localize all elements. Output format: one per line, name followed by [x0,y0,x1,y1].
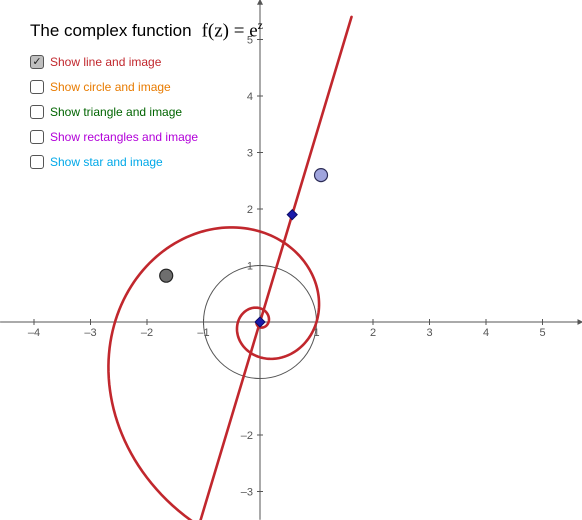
draggable-point[interactable] [160,269,173,282]
y-tick-label: 2 [247,204,253,216]
toggle-label: Show star and image [50,156,163,168]
x-tick-label: 3 [426,327,432,339]
toggle-label: Show rectangles and image [50,131,198,143]
x-tick-label: –3 [84,327,96,339]
toggle-label: Show circle and image [50,81,171,93]
checkbox[interactable] [30,130,44,144]
toggle-row[interactable]: Show line and image [30,55,198,69]
x-tick-label: –4 [28,327,40,339]
layer-toggles: Show line and image Show circle and image… [30,55,198,180]
checkbox[interactable] [30,105,44,119]
x-tick-label: 4 [483,327,489,339]
title-prefix: The complex function [30,21,192,41]
marker-point [287,210,297,220]
checkbox[interactable] [30,80,44,94]
y-tick-label: –3 [241,487,253,499]
spiral-curve [108,227,331,520]
page-title: The complex function f(z) = ez [30,18,263,42]
toggle-row[interactable]: Show circle and image [30,80,198,94]
toggle-label: Show line and image [50,56,161,68]
x-tick-label: 5 [539,327,545,339]
y-tick-label: 3 [247,148,253,160]
title-formula: f(z) = ez [202,18,263,42]
y-tick-label: –2 [241,430,253,442]
x-tick-label: –2 [141,327,153,339]
x-tick-label: 2 [370,327,376,339]
checkbox[interactable] [30,155,44,169]
toggle-row[interactable]: Show rectangles and image [30,130,198,144]
draggable-point[interactable] [315,169,328,182]
preimage-line [199,17,352,520]
toggle-row[interactable]: Show triangle and image [30,105,198,119]
checkbox[interactable] [30,55,44,69]
toggle-label: Show triangle and image [50,106,182,118]
toggle-row[interactable]: Show star and image [30,155,198,169]
y-tick-label: 4 [247,91,253,103]
